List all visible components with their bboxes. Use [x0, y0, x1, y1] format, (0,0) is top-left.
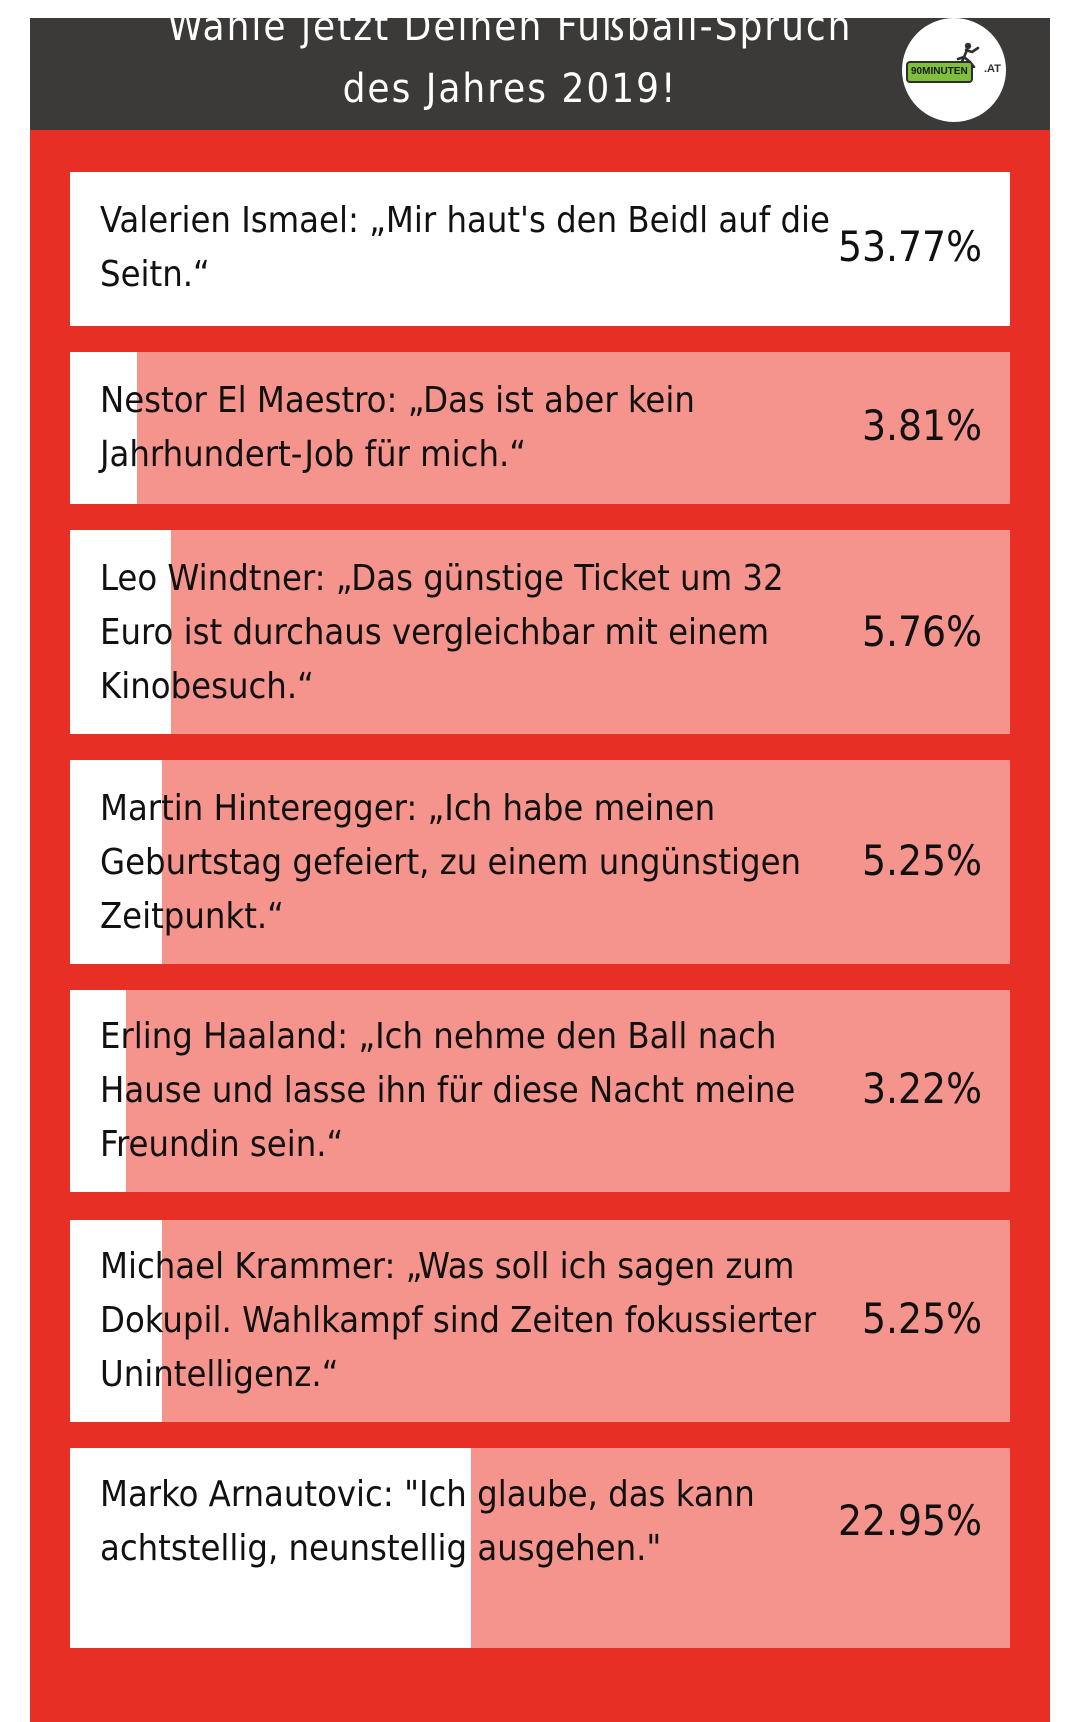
poll-header: Wähle jetzt Deinen Fußball-Spruch des Ja…: [30, 18, 1050, 130]
poll-widget: Wähle jetzt Deinen Fußball-Spruch des Ja…: [30, 18, 1050, 1722]
option-text: Erling Haaland: „Ich nehme den Ball nach…: [100, 1016, 796, 1165]
option-text: Nestor El Maestro: „Das ist aber kein Ja…: [100, 380, 695, 475]
option-text: Valerien Ismael: „Mir haut's den Beidl a…: [100, 200, 830, 295]
option-text: Martin Hinteregger: „Ich habe meinen Geb…: [100, 788, 802, 937]
result-bar: [471, 1448, 1010, 1648]
poll-title: Wähle jetzt Deinen Fußball-Spruch des Ja…: [167, 18, 853, 112]
result-bar: [126, 990, 1010, 1192]
option-percent: 3.81%: [861, 401, 982, 450]
poll-option-el-maestro[interactable]: Nestor El Maestro: „Das ist aber kein Ja…: [70, 352, 1010, 504]
option-percent: 5.25%: [861, 1294, 982, 1343]
option-percent: 5.76%: [861, 607, 982, 656]
option-text: Marko Arnautovic: "Ich glaube, das kann …: [100, 1474, 755, 1569]
logo-badge: 90MINUTEN: [906, 61, 973, 83]
option-text: Michael Krammer: „Was soll ich sagen zum…: [100, 1246, 817, 1395]
poll-option-ismael[interactable]: Valerien Ismael: „Mir haut's den Beidl a…: [70, 172, 1010, 326]
player-icon: [954, 42, 980, 68]
option-percent: 53.77%: [837, 222, 982, 271]
logo-tld: .AT: [984, 63, 1001, 75]
option-percent: 5.25%: [861, 836, 982, 885]
result-bar: [162, 1220, 1010, 1422]
poll-options: Valerien Ismael: „Mir haut's den Beidl a…: [30, 130, 1050, 1722]
poll-option-krammer[interactable]: Michael Krammer: „Was soll ich sagen zum…: [70, 1220, 1010, 1422]
option-percent: 22.95%: [837, 1496, 982, 1545]
poll-option-windtner[interactable]: Leo Windtner: „Das günstige Ticket um 32…: [70, 530, 1010, 734]
result-bar: [136, 352, 1010, 504]
poll-option-hinteregger[interactable]: Martin Hinteregger: „Ich habe meinen Geb…: [70, 760, 1010, 964]
poll-option-haaland[interactable]: Erling Haaland: „Ich nehme den Ball nach…: [70, 990, 1010, 1192]
option-percent: 3.22%: [861, 1064, 982, 1113]
result-bar: [170, 530, 1010, 734]
90minuten-logo: 90MINUTEN .AT: [902, 18, 1006, 122]
option-text: Leo Windtner: „Das günstige Ticket um 32…: [100, 558, 784, 707]
poll-option-arnautovic[interactable]: Marko Arnautovic: "Ich glaube, das kann …: [70, 1448, 1010, 1648]
result-bar: [162, 760, 1010, 964]
